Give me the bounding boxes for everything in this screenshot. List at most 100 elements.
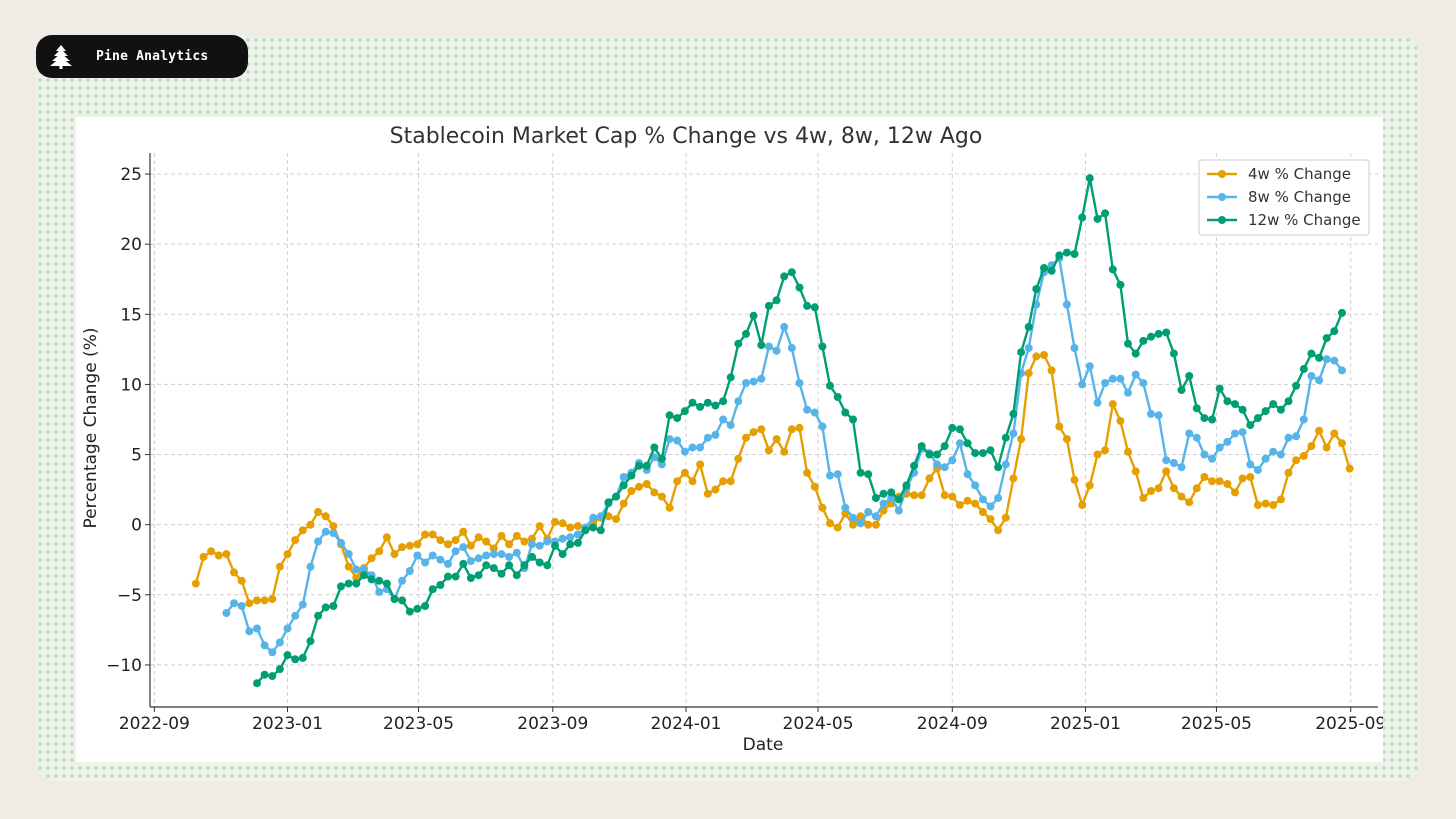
data-point [711, 401, 720, 410]
data-point [627, 487, 636, 495]
data-point [963, 470, 972, 479]
series-12w [253, 174, 1346, 688]
data-point [275, 638, 284, 647]
data-point [298, 600, 307, 609]
data-point [451, 536, 460, 545]
data-point [1261, 499, 1270, 508]
data-point [1269, 400, 1278, 409]
data-point [680, 447, 689, 456]
data-point [1330, 356, 1339, 365]
x-tick-label: 2023-09 [517, 714, 588, 734]
data-point [573, 522, 582, 531]
data-point [245, 599, 254, 608]
data-point [260, 670, 269, 679]
series-line [194, 353, 1351, 605]
data-point [1085, 362, 1094, 371]
data-point [1269, 447, 1278, 456]
data-point [344, 562, 353, 571]
data-point [657, 454, 666, 463]
data-point [1292, 381, 1301, 390]
data-point [1231, 400, 1239, 409]
data-point [1070, 475, 1079, 484]
data-point [1330, 429, 1339, 438]
data-point [917, 442, 926, 451]
data-point [535, 541, 544, 550]
data-point [352, 579, 361, 588]
data-point [375, 588, 384, 596]
data-point [795, 283, 804, 292]
data-point [482, 537, 491, 546]
data-point [619, 499, 628, 508]
data-point [390, 550, 399, 559]
data-point [1345, 464, 1354, 473]
data-point [428, 585, 437, 594]
pine-tree-icon [48, 44, 74, 70]
chart-panel: −10 −5 0 5 10 15 20 25 2022-09 2023-01 2023-05 2023… [76, 117, 1386, 762]
x-tick-label: 2022-09 [119, 714, 190, 734]
data-point [344, 550, 353, 559]
data-point [436, 555, 445, 564]
data-point [428, 551, 437, 560]
data-point [398, 596, 407, 605]
data-point [1116, 374, 1125, 383]
x-tick-label: 2023-05 [383, 714, 454, 734]
data-point [489, 544, 498, 553]
data-point [321, 512, 330, 521]
data-point [497, 531, 506, 540]
data-point [260, 596, 269, 605]
data-point [1139, 336, 1148, 345]
data-point [451, 547, 460, 556]
data-point [925, 474, 934, 483]
data-point [849, 415, 857, 424]
data-point [887, 494, 896, 502]
data-point [986, 515, 995, 524]
data-point [879, 489, 888, 498]
data-point [520, 561, 529, 570]
data-point [849, 513, 857, 522]
data-point [948, 492, 957, 501]
data-point [619, 473, 628, 481]
legend-marker [1218, 216, 1226, 224]
data-point [764, 301, 773, 310]
data-point [1185, 429, 1194, 438]
legend-marker [1218, 193, 1226, 201]
data-point [321, 527, 330, 536]
data-point [1238, 428, 1247, 437]
data-point [680, 407, 689, 416]
data-point [260, 641, 269, 650]
data-point [703, 433, 712, 442]
data-point [1231, 488, 1239, 497]
data-point [1215, 384, 1224, 393]
data-point [635, 461, 643, 470]
data-point [1093, 398, 1102, 407]
data-point [978, 508, 987, 516]
series-layer [191, 174, 1354, 688]
data-point [910, 491, 919, 500]
data-point [359, 565, 368, 574]
data-point [772, 296, 781, 305]
data-point [795, 423, 804, 432]
data-point [283, 651, 292, 660]
data-point [459, 527, 468, 536]
data-point [1040, 351, 1048, 359]
y-tick-label: −10 [106, 656, 142, 676]
data-point [230, 599, 238, 608]
data-point [558, 519, 567, 528]
data-point [421, 530, 430, 539]
data-point [1009, 429, 1018, 438]
data-point [497, 569, 506, 578]
data-point [894, 495, 903, 504]
data-point [551, 517, 559, 526]
data-point [764, 342, 773, 351]
data-point [1246, 421, 1255, 430]
data-point [283, 550, 292, 559]
data-point [726, 373, 735, 382]
data-point [1177, 386, 1186, 394]
data-point [696, 402, 705, 411]
data-point [474, 533, 483, 542]
line-chart: −10 −5 0 5 10 15 20 25 2022-09 2023-01 2023-05 2023… [81, 124, 1386, 755]
data-point [253, 679, 261, 688]
data-point [1047, 366, 1056, 375]
data-point [1147, 332, 1155, 341]
data-point [1292, 432, 1301, 441]
